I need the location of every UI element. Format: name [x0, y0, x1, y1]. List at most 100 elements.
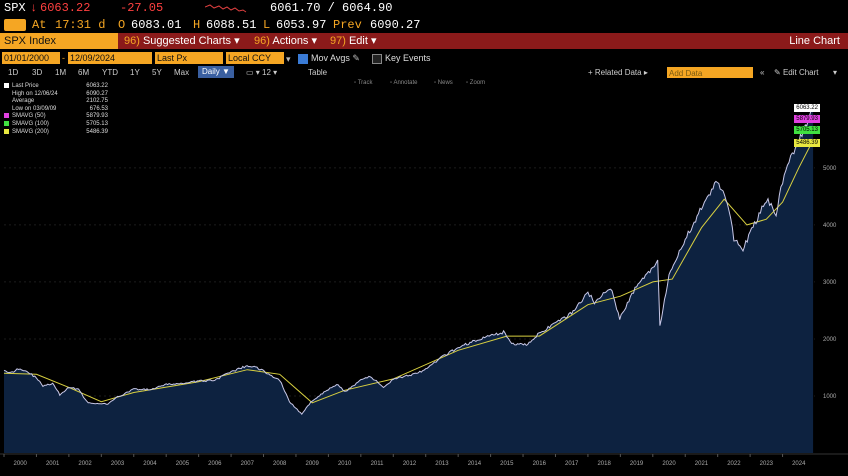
frequency-select[interactable]: Daily ▼ — [198, 66, 234, 78]
zoom-tool[interactable]: ▫ Zoom — [466, 80, 486, 86]
x-tick-label: 2017 — [565, 461, 579, 467]
x-tick-label: 2024 — [792, 461, 806, 467]
track-tool[interactable]: ▫ Track — [354, 80, 373, 86]
y-tick-label: 2000 — [823, 337, 837, 343]
price-field-select[interactable]: Last Px — [155, 52, 223, 64]
period-bar: 1D 3D 1M 6M YTD 1Y 5Y Max Daily ▼ ▭ ▾ 12… — [0, 66, 848, 79]
period-max[interactable]: Max — [174, 68, 190, 77]
edit-chart-button[interactable]: ✎ Edit Chart — [774, 68, 819, 77]
period-1m[interactable]: 1M — [55, 68, 67, 77]
low-value: 6053.97 — [276, 18, 327, 32]
bid-ask: 6061.70 / 6064.90 — [270, 1, 393, 15]
mov-avgs-toggle[interactable]: Mov Avgs ✎ — [298, 51, 360, 66]
chart-type-title: Line Chart — [789, 35, 840, 47]
legend-swatch — [4, 120, 9, 126]
x-tick-label: 2020 — [662, 461, 676, 467]
x-tick-label: 2003 — [111, 461, 125, 467]
date-separator: - — [62, 53, 65, 63]
collapse-icon[interactable]: « — [760, 68, 765, 77]
sma200-label: 5486.39 — [794, 139, 820, 147]
prev-value: 6090.27 — [370, 18, 421, 32]
legend-swatch — [4, 113, 9, 119]
controls-bar: 01/01/2000 - 12/09/2024 Last Px Local CC… — [0, 51, 848, 66]
chart-legend: Last Price 6063.22 High on 12/06/24 6090.2… — [4, 83, 108, 136]
legend-swatch — [4, 128, 9, 134]
y-axis: 1000 2000 3000 4000 5000 — [823, 166, 837, 400]
quote-time: 17:31 d — [55, 18, 106, 32]
suggested-charts-menu[interactable]: 96) Suggested Charts ▾ — [124, 35, 240, 47]
time-prefix: At — [32, 18, 47, 32]
ticker: SPX — [4, 1, 26, 15]
period-1d[interactable]: 1D — [8, 68, 19, 77]
down-arrow-icon: ↓ — [30, 1, 38, 15]
security-field[interactable]: SPX Index — [0, 33, 118, 49]
legend-item: Last Price 6063.22 — [4, 83, 108, 91]
period-3d[interactable]: 3D — [32, 68, 43, 77]
news-tool[interactable]: ▫ News — [434, 80, 453, 86]
legend-swatch — [4, 83, 9, 88]
actions-menu[interactable]: 96) Actions ▾ — [254, 35, 318, 47]
more-icon[interactable]: ▾ — [833, 68, 838, 77]
period-6m[interactable]: 6M — [78, 68, 90, 77]
market-status-icon — [4, 19, 26, 31]
legend-item: SMAVG (200) 5486.39 — [4, 128, 108, 137]
x-tick-label: 2010 — [338, 461, 352, 467]
high-value: 6088.51 — [206, 18, 257, 32]
x-tick-label: 2009 — [306, 461, 320, 467]
last-price-label: 6063.22 — [794, 104, 820, 112]
price-change: -27.05 — [120, 1, 164, 15]
start-date-input[interactable]: 01/01/2000 — [2, 52, 60, 64]
legend-item: Average 2102.75 — [4, 98, 108, 106]
period-5y[interactable]: 5Y — [152, 68, 162, 77]
sparkline-icon — [205, 4, 247, 13]
key-events-toggle[interactable]: Key Events — [372, 51, 431, 66]
period-multiplier-icon[interactable]: 12 ▾ — [262, 68, 278, 77]
x-tick-label: 2013 — [435, 461, 449, 467]
period-ytd[interactable]: YTD — [102, 68, 118, 77]
x-tick-label: 2016 — [533, 461, 547, 467]
add-data-input[interactable]: Add Data — [667, 67, 753, 78]
legend-item: Low on 03/09/09 676.53 — [4, 106, 108, 114]
x-tick-label: 2007 — [241, 461, 255, 467]
x-tick-label: 2008 — [273, 461, 287, 467]
x-tick-label: 2015 — [500, 461, 514, 467]
period-1y[interactable]: 1Y — [130, 68, 140, 77]
annotate-tool[interactable]: ▫ Annotate — [390, 80, 418, 86]
x-tick-label: 2004 — [143, 461, 157, 467]
y-tick-label: 4000 — [823, 223, 837, 229]
ohlc-bar: At 17:31 d O 6083.01 H 6088.51 L 6053.97… — [0, 17, 848, 33]
menu-bar: SPX Index 96) Suggested Charts ▾ 96) Act… — [0, 33, 848, 49]
pencil-icon: ✎ — [352, 53, 360, 63]
x-tick-label: 2019 — [630, 461, 644, 467]
x-tick-label: 2011 — [371, 461, 385, 467]
legend-swatch — [4, 91, 9, 96]
x-tick-label: 2023 — [760, 461, 774, 467]
legend-swatch — [4, 106, 9, 111]
y-tick-label: 3000 — [823, 280, 837, 286]
x-tick-label: 2002 — [78, 461, 92, 467]
x-tick-label: 2018 — [597, 461, 611, 467]
currency-dropdown-icon[interactable]: ▾ — [286, 54, 291, 64]
legend-item: SMAVG (50) 5879.93 — [4, 113, 108, 121]
open-label: O — [118, 18, 126, 32]
x-tick-label: 2006 — [208, 461, 222, 467]
x-tick-label: 2014 — [468, 461, 482, 467]
edit-chart-pencil-icon: ✎ — [774, 68, 781, 77]
sma100-label: 5705.13 — [794, 126, 820, 134]
table-button[interactable]: Table — [308, 68, 328, 77]
end-date-input[interactable]: 12/09/2024 — [68, 52, 152, 64]
legend-swatch — [4, 98, 9, 103]
chart-style-icon[interactable]: ▭ ▾ — [246, 68, 260, 77]
currency-select[interactable]: Local CCY — [226, 52, 284, 64]
key-events-checkbox-icon — [372, 53, 382, 64]
edit-menu[interactable]: 97) Edit ▾ — [330, 35, 377, 47]
price-line — [3, 106, 814, 416]
y-tick-label: 1000 — [823, 394, 837, 400]
related-data-button[interactable]: + Related Data ▸ — [588, 68, 648, 77]
x-tick-label: 2001 — [46, 461, 60, 467]
last-price: 6063.22 — [40, 1, 91, 15]
x-tick-label: 2005 — [176, 461, 190, 467]
chart-panel: 1000 2000 3000 4000 5000 2000 2001 2002 2003 200… — [0, 80, 848, 471]
x-tick-label: 2000 — [14, 461, 28, 467]
